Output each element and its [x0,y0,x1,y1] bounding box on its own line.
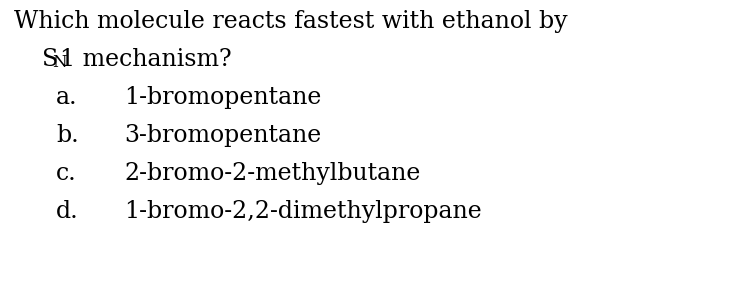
Text: c.: c. [56,162,76,185]
Text: S: S [42,48,59,71]
Text: 2-bromo-2-methylbutane: 2-bromo-2-methylbutane [124,162,421,185]
Text: 1 mechanism?: 1 mechanism? [60,48,232,71]
Text: Which molecule reacts fastest with ethanol by: Which molecule reacts fastest with ethan… [14,10,568,33]
Text: 1-bromopentane: 1-bromopentane [124,86,321,109]
Text: 3-bromopentane: 3-bromopentane [124,124,321,147]
Text: N: N [53,54,68,71]
Text: d.: d. [56,200,79,223]
Text: a.: a. [56,86,78,109]
Text: b.: b. [56,124,79,147]
Text: 1-bromo-2,2-dimethylpropane: 1-bromo-2,2-dimethylpropane [124,200,482,223]
